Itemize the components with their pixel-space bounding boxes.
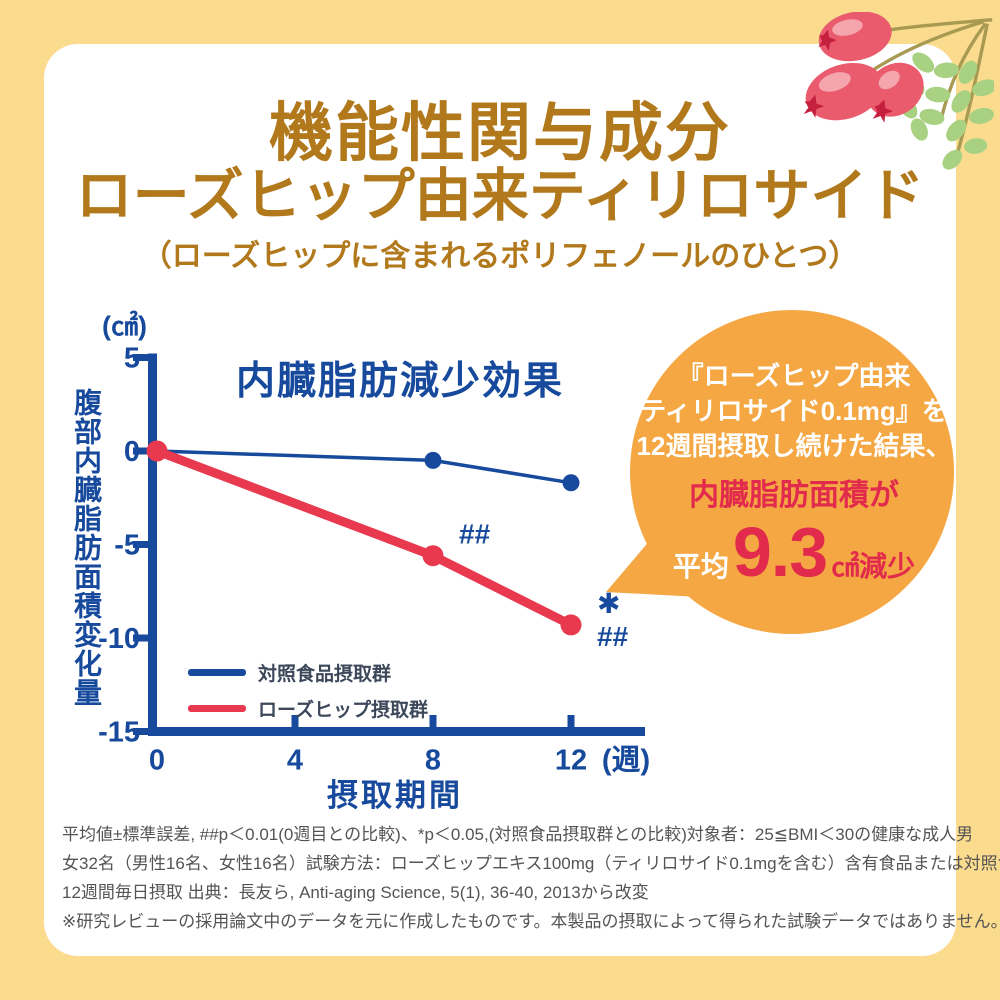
y-axis-label: 腹部内臓脂肪面積変化量 [71, 388, 102, 707]
svg-text:✱: ✱ [597, 588, 620, 619]
svg-text:-5: -5 [114, 530, 140, 562]
svg-text:5: 5 [124, 343, 140, 375]
rosehip-illustration-icon [803, 12, 994, 170]
page-subtitle: （ローズヒップに含まれるポリフェノールのひとつ） [141, 240, 859, 273]
svg-text:12: 12 [555, 745, 587, 777]
svg-text:-10: -10 [98, 623, 140, 655]
bubble-highlight-line: 内臓脂肪面積が [689, 479, 899, 512]
legend-item-rosehip: ローズヒップ摂取群 [188, 695, 428, 722]
svg-text:0: 0 [149, 745, 165, 777]
speech-bubble [606, 310, 954, 634]
footnote-line-3: 12週間毎日摂取 出典：長友ら, Anti-aging Science, 5(1… [62, 883, 649, 902]
legend-label-control: 対照食品摂取群 [258, 664, 392, 685]
x-axis-label: 摂取期間 [327, 778, 463, 813]
line-chart: 50-5-10-150 4 8 12 (週)##✱## [98, 343, 650, 777]
bubble-line1: 『ローズヒップ由来 [677, 361, 911, 391]
footnote-line-2: 女32名（男性16名、女性16名）試験方法：ローズヒップエキス100mg（ティリ… [62, 854, 1000, 873]
bubble-line2: ティリロサイド0.1mg』を [640, 396, 948, 426]
svg-text:0: 0 [124, 436, 140, 468]
bubble-big-number: 9.3 [732, 513, 828, 591]
chart-title: 内臓脂肪減少効果 [235, 360, 564, 403]
bubble-suffix: ㎠減少 [831, 551, 916, 582]
bubble-big-number-row: 平均 9.3 ㎠減少 [634, 512, 954, 592]
legend-swatch-rosehip [188, 705, 246, 712]
footnote-line-1: 平均値±標準誤差, ##p＜0.01(0週目との比較)、*p＜0.05,(対照食… [62, 825, 974, 844]
page-title-line2: ローズヒップ由来ティリロサイド [75, 164, 925, 228]
page-title-line1: 機能性関与成分 [269, 97, 731, 169]
svg-text:##: ## [459, 519, 491, 550]
y-axis-unit: (㎠) [102, 311, 147, 341]
bubble-line3: 12週間摂取し続けた結果、 [636, 431, 952, 461]
svg-text:(週): (週) [602, 745, 650, 777]
svg-text:8: 8 [425, 745, 441, 777]
legend-item-control: 対照食品摂取群 [188, 659, 428, 686]
svg-text:4: 4 [287, 745, 303, 777]
svg-text:-15: -15 [98, 717, 140, 749]
footnote-line-4: ※研究レビューの採用論文中のデータを元に作成したものです。本製品の摂取によって得… [62, 912, 1000, 931]
svg-text:##: ## [597, 621, 629, 652]
footnotes: 平均値±標準誤差, ##p＜0.01(0週目との比較)、*p＜0.05,(対照食… [62, 820, 1000, 936]
bubble-prefix: 平均 [672, 551, 729, 582]
legend-swatch-control [188, 669, 246, 676]
chart-legend: 対照食品摂取群 ローズヒップ摂取群 [188, 659, 428, 722]
legend-label-rosehip: ローズヒップ摂取群 [258, 700, 429, 721]
